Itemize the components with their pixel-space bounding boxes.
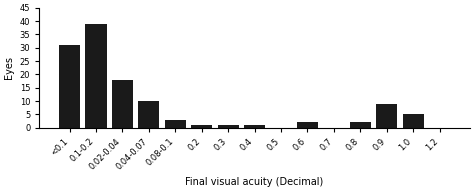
Bar [244,125,265,128]
Y-axis label: Eyes: Eyes [4,56,14,79]
X-axis label: Final visual acuity (Decimal): Final visual acuity (Decimal) [185,177,324,187]
Bar [297,122,318,128]
Bar [350,122,371,128]
Bar [164,120,186,128]
Bar [218,125,239,128]
Bar [138,101,159,128]
Bar [59,45,80,128]
Bar [376,104,397,128]
Bar [112,80,133,128]
Bar [191,125,212,128]
Bar [403,114,424,128]
Bar [85,24,107,128]
